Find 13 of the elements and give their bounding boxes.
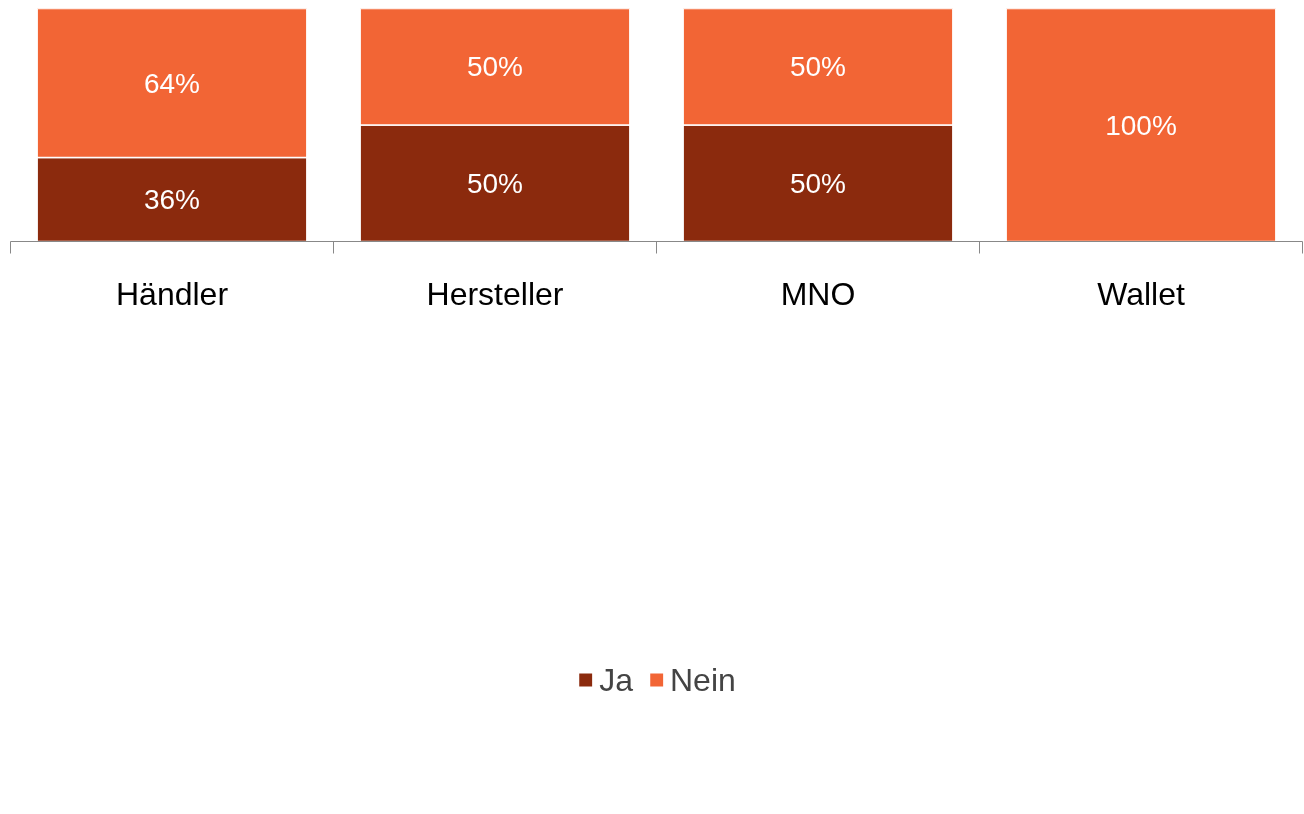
data-label: 50% [789, 51, 847, 83]
x-tick-label: Wallet [1097, 275, 1185, 312]
data-label: 50% [789, 167, 847, 199]
data-label: 64% [143, 67, 201, 99]
legend-label: Nein [669, 661, 736, 699]
x-tick-label: Händler [115, 275, 229, 312]
legend-label: Ja [599, 661, 633, 699]
x-tick-label: MNO [780, 275, 856, 312]
data-label: 100% [1105, 109, 1177, 141]
data-label: 50% [466, 167, 524, 199]
data-label: 36% [143, 184, 201, 216]
data-label: 50% [466, 51, 524, 83]
x-tick-label: Hersteller [426, 275, 564, 312]
